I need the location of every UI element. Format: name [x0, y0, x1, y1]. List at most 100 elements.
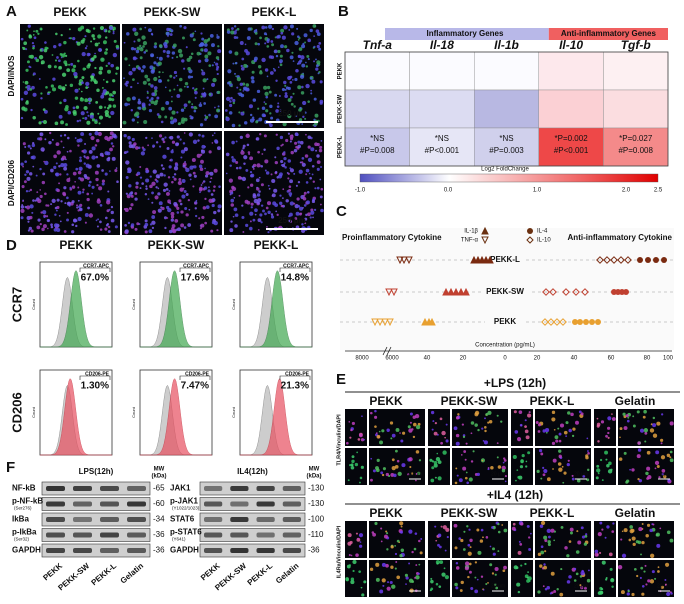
cell — [145, 187, 148, 191]
cell — [626, 419, 630, 423]
cell — [663, 474, 667, 479]
cell — [483, 440, 488, 445]
cell — [107, 106, 110, 110]
cell — [455, 467, 458, 470]
cell — [262, 209, 265, 213]
cell — [301, 162, 306, 167]
cell — [607, 426, 611, 430]
cell — [99, 152, 104, 157]
cell — [580, 586, 584, 590]
cell — [316, 186, 320, 190]
cell — [269, 104, 273, 109]
legend-label: IL-4 — [537, 229, 548, 235]
cell — [296, 27, 299, 30]
cell — [25, 68, 29, 72]
cell — [459, 589, 463, 592]
mw-label: -130 — [308, 499, 325, 508]
cell — [587, 452, 590, 455]
cell — [159, 145, 162, 148]
cell — [289, 75, 293, 79]
cell — [399, 553, 403, 558]
cell — [205, 205, 210, 209]
cell — [285, 138, 289, 143]
cell — [265, 109, 269, 113]
blot-strip — [199, 543, 306, 558]
cell — [577, 540, 582, 545]
cell — [319, 195, 323, 199]
column-title: PEKK-L — [252, 5, 297, 19]
cell — [155, 180, 159, 183]
band — [256, 532, 275, 538]
cell — [128, 64, 131, 67]
cell — [251, 79, 255, 84]
cell — [511, 526, 516, 531]
cell — [233, 36, 237, 40]
lane-label: Gelatin — [274, 561, 301, 585]
cell — [124, 82, 128, 86]
cell — [313, 60, 315, 63]
cell — [605, 434, 608, 438]
cell — [612, 522, 615, 525]
cell — [148, 82, 151, 86]
cell — [110, 110, 115, 116]
cell — [299, 140, 304, 145]
cell — [199, 191, 201, 194]
cell — [288, 185, 292, 188]
cell — [251, 116, 255, 119]
cell — [314, 142, 318, 147]
cell — [645, 583, 648, 586]
cell — [136, 121, 139, 124]
cell — [571, 434, 575, 438]
cell — [261, 106, 266, 110]
protein-sublabel: (Y641) — [172, 537, 186, 542]
cell — [666, 591, 671, 597]
cell — [588, 569, 590, 572]
cell — [453, 426, 458, 431]
column-title: Gelatin — [615, 394, 656, 408]
protein-label: p-NF-kB — [12, 497, 43, 506]
cell — [74, 96, 79, 100]
heat-cell — [603, 89, 669, 129]
cell — [243, 162, 246, 166]
cell — [127, 221, 131, 225]
cell — [400, 439, 404, 443]
cell — [293, 105, 296, 108]
scale-label: 20 μm — [491, 471, 505, 477]
cell — [397, 471, 402, 477]
cell — [476, 528, 480, 532]
cell — [225, 109, 228, 112]
cell — [302, 100, 307, 106]
annotation: *P=0.027 — [619, 134, 653, 143]
cell — [63, 40, 67, 45]
cell — [90, 40, 93, 43]
cell — [125, 176, 129, 179]
cell — [636, 410, 640, 414]
cell — [209, 34, 214, 38]
cell — [208, 186, 210, 189]
marker — [527, 228, 533, 234]
cell — [318, 47, 322, 51]
cell — [47, 219, 50, 222]
cell — [188, 132, 193, 137]
cell — [302, 115, 305, 119]
cell — [318, 41, 322, 45]
cell — [149, 65, 154, 70]
row-label-bg — [485, 254, 525, 266]
blot-strip — [199, 512, 306, 527]
cell — [259, 70, 263, 75]
cell — [275, 54, 279, 58]
cell — [162, 167, 165, 170]
cell — [59, 173, 62, 176]
cell — [49, 91, 51, 94]
cell — [311, 173, 314, 176]
cell — [297, 54, 302, 59]
cell — [394, 567, 397, 570]
cell — [500, 420, 503, 423]
cell — [652, 523, 655, 526]
cell — [278, 94, 281, 98]
cell — [502, 461, 505, 464]
cell — [134, 227, 138, 231]
cell — [197, 139, 200, 142]
cell — [439, 417, 443, 421]
marker — [442, 287, 450, 296]
